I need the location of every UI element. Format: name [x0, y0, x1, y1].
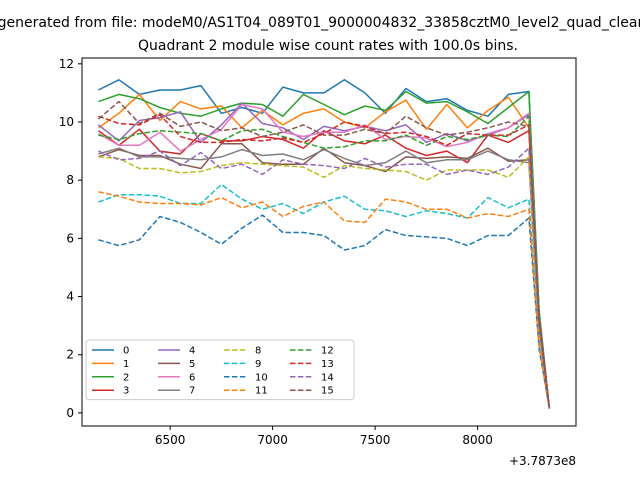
legend-label: 4: [189, 346, 195, 357]
legend-label: 3: [123, 386, 129, 397]
series-line-10: [98, 214, 551, 409]
series-line-1: [97, 93, 551, 409]
legend-label: 7: [189, 386, 195, 397]
y-tick-label: 4: [66, 290, 74, 304]
legend-label: 5: [189, 359, 195, 370]
figure-suptitle: Plot generated from file: modeM0/AS1T04_…: [0, 15, 640, 31]
x-offset-label: +3.7873e8: [509, 454, 576, 468]
x-tick-label: 6500: [155, 433, 186, 447]
legend-frame: [85, 339, 355, 401]
series-line-3: [97, 128, 551, 409]
y-tick-label: 0: [66, 406, 74, 420]
series-line-6: [98, 103, 551, 409]
legend-label: 12: [321, 346, 334, 357]
series-line-9: [98, 183, 551, 409]
series-line-5: [98, 143, 551, 409]
y-tick-label: 12: [59, 57, 74, 71]
y-tick-label: 8: [66, 173, 74, 187]
series-lines: [97, 79, 551, 409]
x-tick-label: 7500: [360, 433, 391, 447]
y-tick-label: 2: [66, 348, 74, 362]
series-line-0: [98, 79, 551, 409]
y-tick-label: 10: [59, 115, 74, 129]
chart-title: Quadrant 2 module wise count rates with …: [138, 38, 518, 54]
series-line-8: [98, 156, 551, 409]
legend-label: 2: [123, 372, 129, 383]
series-line-13: [98, 113, 551, 409]
legend-label: 13: [321, 359, 334, 370]
series-line-14: [98, 147, 551, 409]
plot-frame: [81, 57, 577, 427]
legend-label: 0: [123, 346, 129, 357]
series-line-15: [97, 100, 551, 409]
legend-label: 14: [321, 372, 334, 383]
legend-label: 15: [321, 386, 334, 397]
series-line-7: [98, 147, 551, 409]
x-tick-label: 8000: [462, 433, 493, 447]
series-line-11: [98, 191, 551, 409]
legend-label: 9: [255, 359, 261, 370]
legend-label: 8: [255, 346, 261, 357]
legend-label: 11: [255, 386, 268, 397]
y-tick-label: 6: [66, 231, 74, 245]
legend-label: 6: [189, 372, 195, 383]
legend-label: 10: [255, 372, 268, 383]
x-tick-label: 7000: [257, 433, 288, 447]
legend-label: 1: [123, 359, 129, 370]
